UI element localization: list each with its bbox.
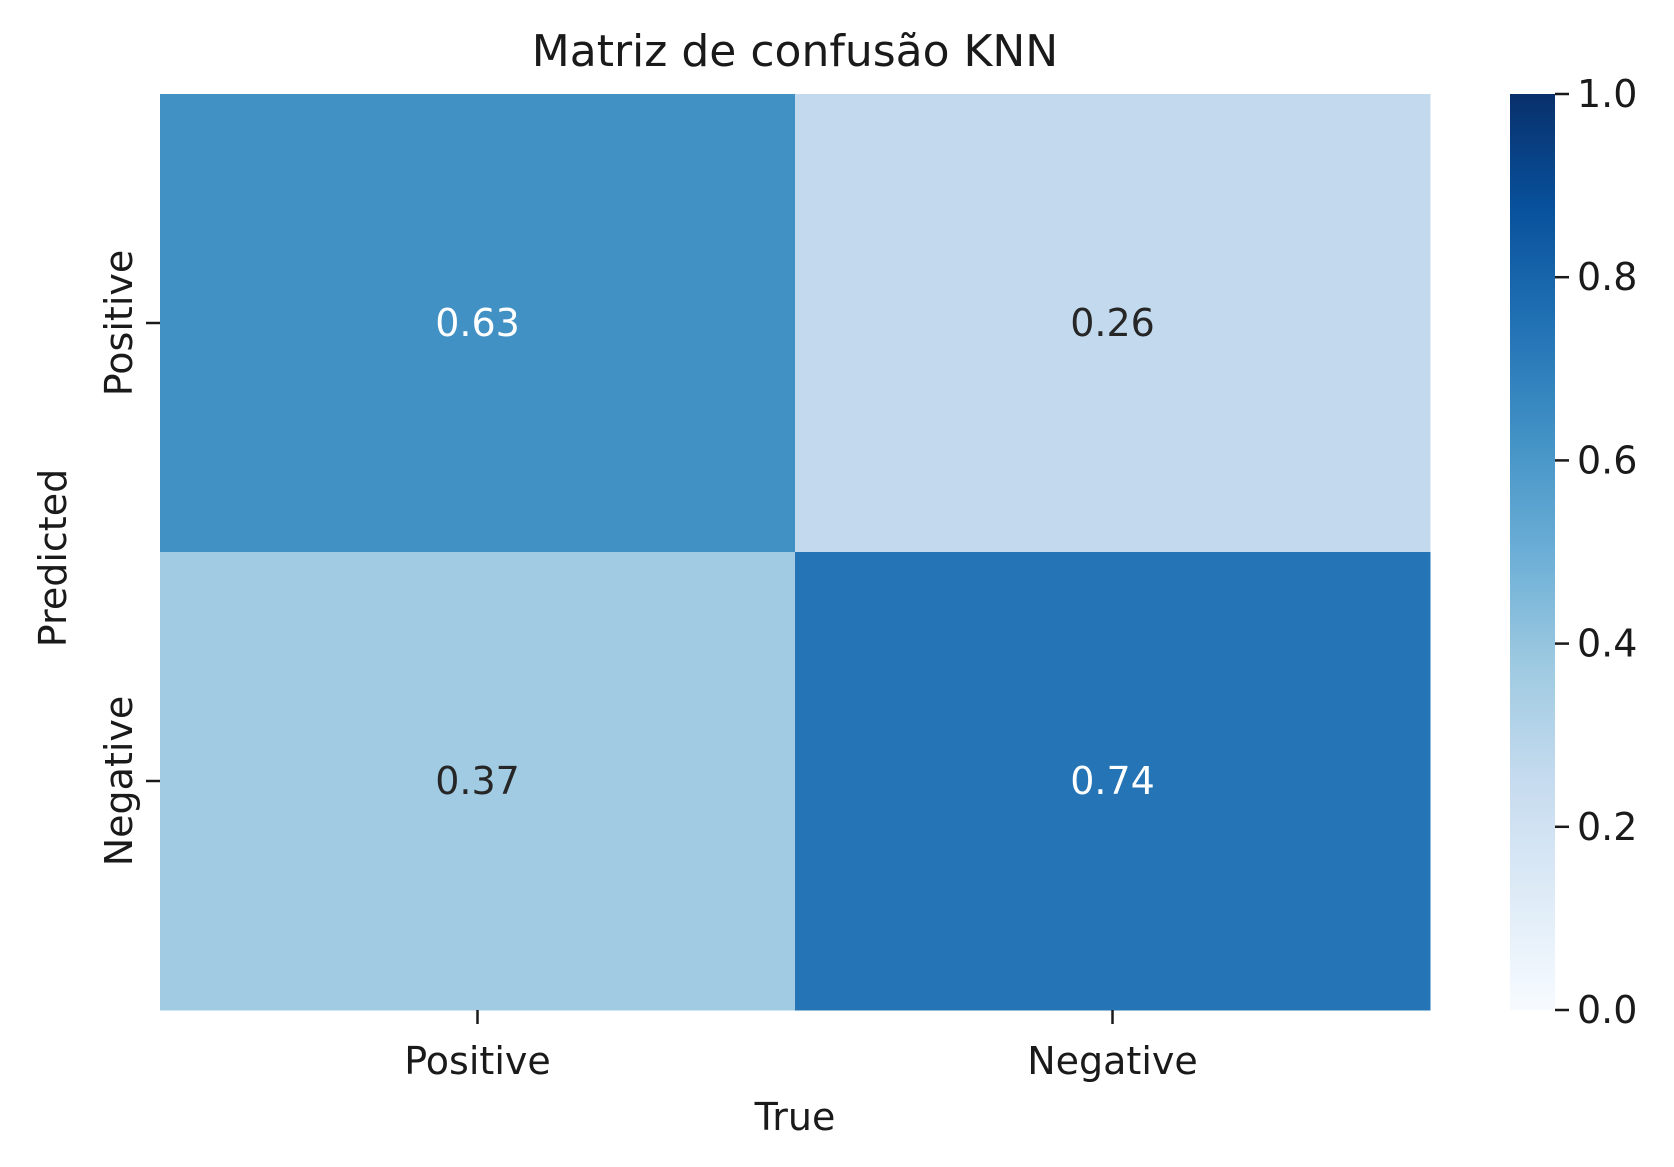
colorbar [1510,94,1555,1010]
heatmap-cell-labels: 0.63 0.26 0.37 0.74 [435,301,1155,803]
cell-value-label-0-1: 0.26 [1070,301,1155,345]
cell-value-label-1-1: 0.74 [1070,759,1155,803]
heatmap-cell-1-1 [795,552,1431,1011]
y-axis-ticks: Positive Negative [97,250,160,867]
colorbar-tick-label-4: 0.8 [1577,255,1637,299]
x-axis-label: True [754,1095,836,1139]
y-tick-label-0: Positive [97,250,141,397]
colorbar-tick-label-3: 0.6 [1577,438,1637,482]
y-axis-label: Predicted [31,469,75,647]
colorbar-ticks: 0.0 0.2 0.4 0.6 0.8 1.0 [1555,72,1637,1032]
x-tick-label-1: Negative [1027,1039,1198,1083]
x-axis-ticks: Positive Negative [404,1010,1198,1083]
colorbar-tick-label-5: 1.0 [1577,72,1637,116]
heatmap-cell-0-0 [160,94,796,553]
x-tick-label-0: Positive [404,1039,551,1083]
heatmap-cells [160,94,1431,1011]
colorbar-tick-label-0: 0.0 [1577,988,1637,1032]
y-tick-label-1: Negative [97,696,141,867]
cell-value-label-1-0: 0.37 [435,759,520,803]
heatmap-cell-0-1 [795,94,1431,553]
colorbar-tick-label-1: 0.2 [1577,805,1637,849]
heatmap-cell-1-0 [160,552,796,1011]
colorbar-tick-label-2: 0.4 [1577,622,1637,666]
chart-title: Matriz de confusão KNN [532,26,1058,77]
cell-value-label-0-0: 0.63 [435,301,520,345]
